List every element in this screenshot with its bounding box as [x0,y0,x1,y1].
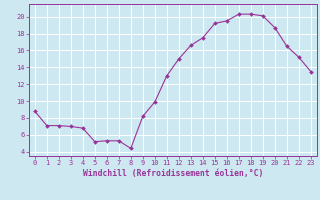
X-axis label: Windchill (Refroidissement éolien,°C): Windchill (Refroidissement éolien,°C) [83,169,263,178]
